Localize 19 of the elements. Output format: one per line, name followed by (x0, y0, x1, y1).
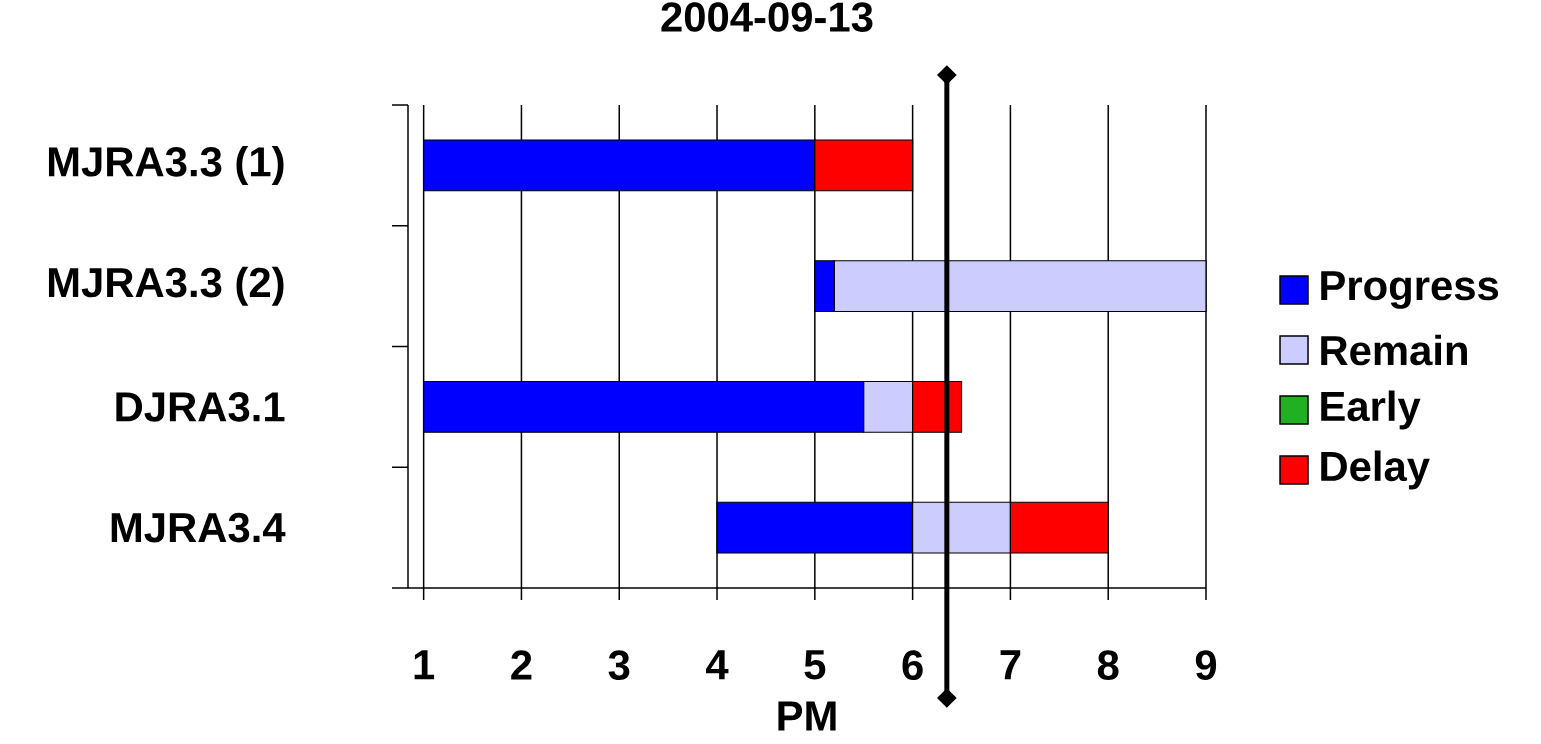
x-tick-label: 7 (1000, 650, 1021, 680)
legend-label: Progress (1321, 271, 1499, 309)
legend-label: Delay (1321, 450, 1430, 490)
x-tick-label: 4 (706, 650, 729, 680)
legend-label: Early (1321, 390, 1421, 430)
x-tick-label: 6 (902, 650, 923, 680)
y-tick-label: MJRA3.4 (111, 512, 286, 543)
chart-title: 2004-09-13 (661, 2, 873, 32)
x-tick-label: 8 (1097, 650, 1119, 680)
x-axis-title: PM (778, 701, 836, 731)
y-tick-label: DJRA3.1 (116, 392, 285, 422)
x-tick-label: 9 (1195, 650, 1217, 680)
x-tick-label: 5 (804, 650, 826, 680)
x-tick-label: 2 (511, 650, 532, 680)
x-tick-label: 1 (414, 650, 435, 680)
y-tick-label: MJRA3.3 (2) (48, 266, 284, 306)
x-tick-label: 3 (608, 650, 630, 681)
legend-label: Remain (1321, 334, 1467, 366)
y-tick-label: MJRA3.3 (1) (48, 145, 284, 185)
